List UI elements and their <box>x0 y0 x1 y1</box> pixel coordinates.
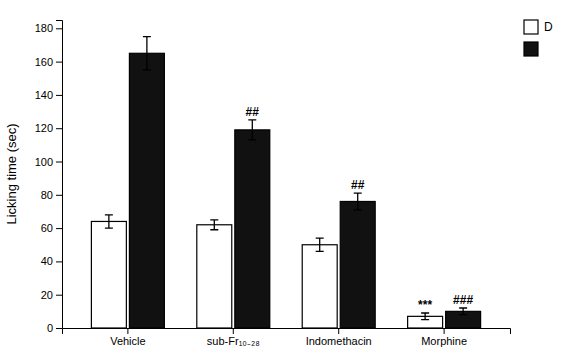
tick-mark <box>56 195 62 196</box>
tick: 100 <box>35 156 62 168</box>
error-bar <box>248 120 256 140</box>
tick: 160 <box>35 56 62 68</box>
bar <box>302 245 337 328</box>
tick: sub-Fr₁₀₋₂₈ <box>207 328 260 347</box>
tick-mark <box>233 328 234 334</box>
error-bar <box>421 313 429 320</box>
tick: 60 <box>41 222 62 234</box>
tick-mark <box>444 328 445 334</box>
tick-label: 0 <box>47 322 53 334</box>
tick-label: 100 <box>35 156 53 168</box>
marks <box>91 37 480 328</box>
series <box>129 37 480 328</box>
tick: 40 <box>41 255 62 267</box>
tick: 0 <box>47 322 62 334</box>
tick: 80 <box>41 189 62 201</box>
bar <box>235 130 270 328</box>
tick: 20 <box>41 289 62 301</box>
bar <box>197 225 232 328</box>
x-axis: Vehicle sub-Fr₁₀₋₂₈ Indomethacin Morphine <box>63 328 511 347</box>
tick-mark <box>56 228 62 229</box>
tick-label: Morphine <box>421 335 467 347</box>
tick: 140 <box>35 89 62 101</box>
tick-label: 40 <box>41 255 53 267</box>
error-bar <box>105 215 113 228</box>
annotation: *** <box>418 298 432 312</box>
axis-title: Licking time (sec) <box>4 123 19 224</box>
error-bar <box>210 220 218 230</box>
tick-mark <box>127 328 128 334</box>
tick-label: 180 <box>35 22 53 34</box>
error-bar <box>143 37 151 70</box>
tick-label: 140 <box>35 89 53 101</box>
axis-line <box>63 329 511 335</box>
legend-item: D <box>524 20 553 34</box>
tick-mark <box>56 328 62 329</box>
axis-line <box>56 21 63 329</box>
tick-label: 160 <box>35 56 53 68</box>
annotation: ## <box>246 105 260 119</box>
tick-mark <box>56 162 62 163</box>
tick-mark <box>338 328 339 334</box>
tick-label: Indomethacin <box>306 335 372 347</box>
annotations: ***####### <box>246 105 474 312</box>
bar <box>340 201 375 328</box>
legend-label: D <box>544 20 553 34</box>
error-bar <box>459 308 467 315</box>
tick: Morphine <box>421 328 467 347</box>
tick-mark <box>56 295 62 296</box>
legend-swatch <box>524 42 538 56</box>
tick-mark <box>56 28 62 29</box>
plot: 0 20 40 60 80 100 120 140 160 180 Vehicle sub-Fr₁₀₋… <box>35 21 511 347</box>
tick-label: sub-Fr₁₀₋₂₈ <box>207 335 260 347</box>
tick-label: Vehicle <box>110 335 145 347</box>
bar <box>91 221 126 328</box>
tick-mark <box>56 261 62 262</box>
tick-label: 80 <box>41 189 53 201</box>
y-axis: 0 20 40 60 80 100 120 140 160 180 <box>35 21 63 335</box>
legend-item <box>524 42 538 56</box>
tick-mark <box>56 128 62 129</box>
tick-label: 120 <box>35 122 53 134</box>
annotation: ### <box>453 293 473 307</box>
error-bar <box>354 193 362 210</box>
tick: Vehicle <box>110 328 145 347</box>
tick-label: 60 <box>41 222 53 234</box>
chart: 0 20 40 60 80 100 120 140 160 180 Vehicle sub-Fr₁₀₋… <box>0 0 580 364</box>
tick: 180 <box>35 22 62 34</box>
tick-mark <box>56 95 62 96</box>
tick: Indomethacin <box>306 328 372 347</box>
annotation: ## <box>351 178 365 192</box>
tick-label: 20 <box>41 289 53 301</box>
bar <box>129 53 164 328</box>
error-bar <box>316 238 324 251</box>
legend: D <box>524 20 553 56</box>
legend-swatch <box>524 20 538 34</box>
tick: 120 <box>35 122 62 134</box>
tick-mark <box>56 62 62 63</box>
